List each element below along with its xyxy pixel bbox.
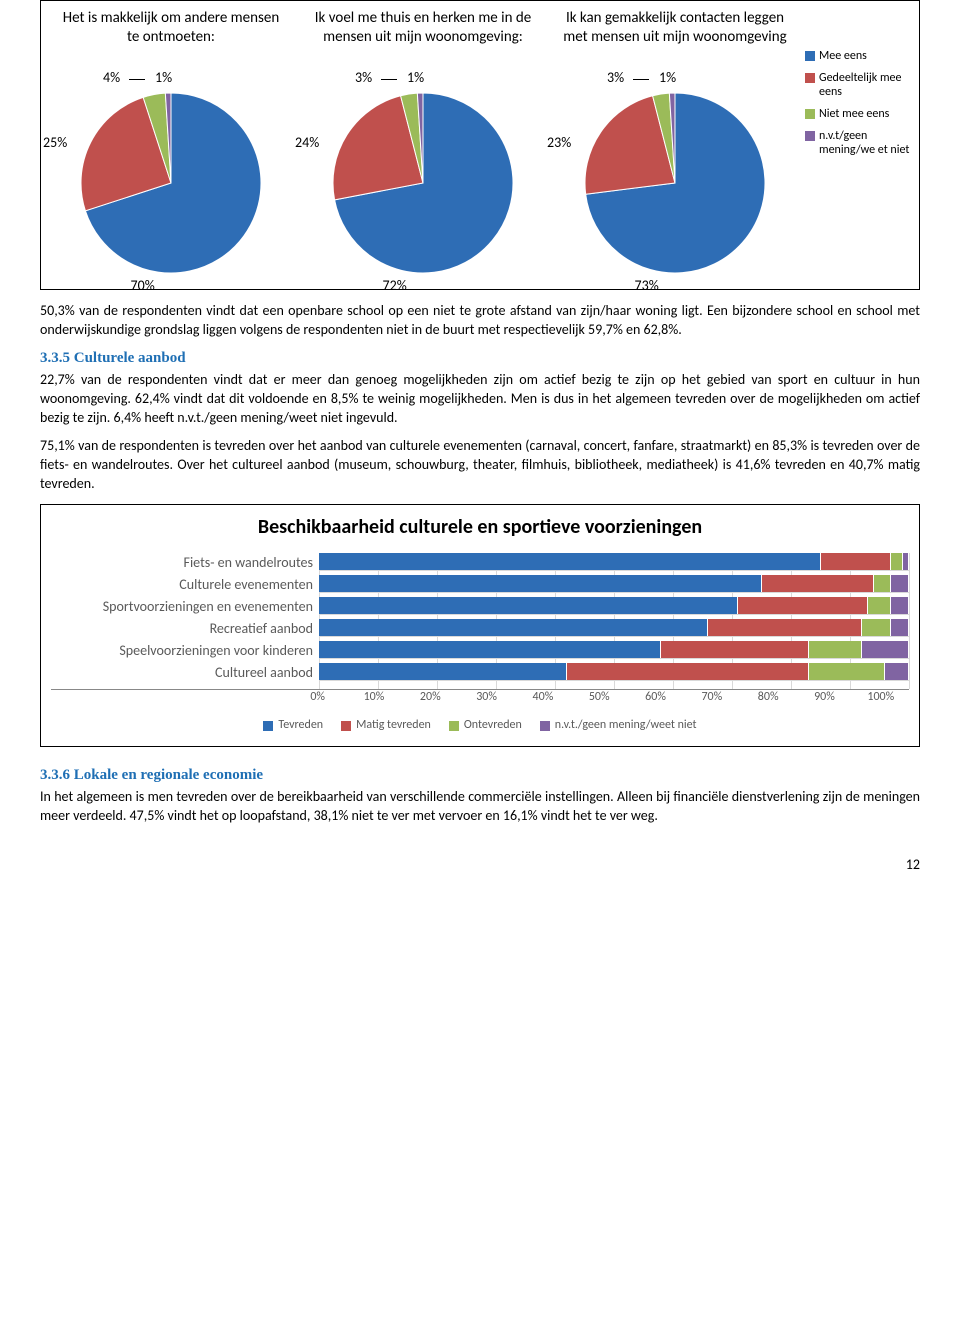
bar-row: Culturele evenementen [51,575,909,593]
legend-item: Niet mee eens [805,107,915,121]
bar-label: Speelvoorzieningen voor kinderen [51,642,319,659]
page-number: 12 [40,856,920,873]
pie-chart: Het is makkelijk om andere mensen te ont… [45,9,297,277]
bar-label: Fiets- en wandelroutes [51,554,319,571]
bar-chart-legend: Tevreden Matig tevreden Ontevreden n.v.t./g… [51,718,909,732]
bar-row: Sportvoorzieningen en evenementen [51,597,909,615]
pie-chart: Ik voel me thuis en herken me in de mens… [297,9,549,277]
legend-item: Ontevreden [449,718,522,732]
pie-title: Het is makkelijk om andere mensen te ont… [45,9,297,69]
bar-label: Recreatief aanbod [51,620,319,637]
bar-chart-panel: Beschikbaarheid culturele en sportieve v… [40,504,920,747]
pie-title: Ik kan gemakkelijk contacten leggen met … [549,9,801,69]
legend-item: Matig tevreden [341,718,431,732]
paragraph: 75,1% van de respondenten is tevreden ov… [40,437,920,494]
bar-row: Fiets- en wandelroutes [51,553,909,571]
paragraph: 22,7% van de respondenten vindt dat er m… [40,371,920,428]
heading-335: 3.3.5 Culturele aanbod [40,350,920,367]
legend-item: Tevreden [263,718,323,732]
paragraph: In het algemeen is men tevreden over de … [40,788,920,826]
paragraph: 50,3% van de respondenten vindt dat een … [40,302,920,340]
legend-item: n.v.t/geen mening/we et niet [805,129,915,157]
bar-chart-title: Beschikbaarheid culturele en sportieve v… [51,515,909,539]
heading-336: 3.3.6 Lokale en regionale economie [40,767,920,784]
legend-item: Gedeeltelijk mee eens [805,71,915,99]
bar-row: Cultureel aanbod [51,663,909,681]
pie-chart: Ik kan gemakkelijk contacten leggen met … [549,9,801,277]
legend-item: n.v.t./geen mening/weet niet [540,718,697,732]
pie-legend: Mee eens Gedeeltelijk mee eens Niet mee ee… [801,9,915,165]
bar-label: Culturele evenementen [51,576,319,593]
bar-label: Cultureel aanbod [51,664,319,681]
bar-label: Sportvoorzieningen en evenementen [51,598,319,615]
pie-chart-panel: Het is makkelijk om andere mensen te ont… [40,0,920,290]
bar-row: Speelvoorzieningen voor kinderen [51,641,909,659]
bar-chart-area: Fiets- en wandelroutes Culturele evenemen… [51,553,909,690]
legend-item: Mee eens [805,49,915,63]
bar-chart-axis: 0%10%20%30%40%50%60%70%80%90%100% [319,690,909,704]
pie-title: Ik voel me thuis en herken me in de mens… [297,9,549,69]
bar-row: Recreatief aanbod [51,619,909,637]
